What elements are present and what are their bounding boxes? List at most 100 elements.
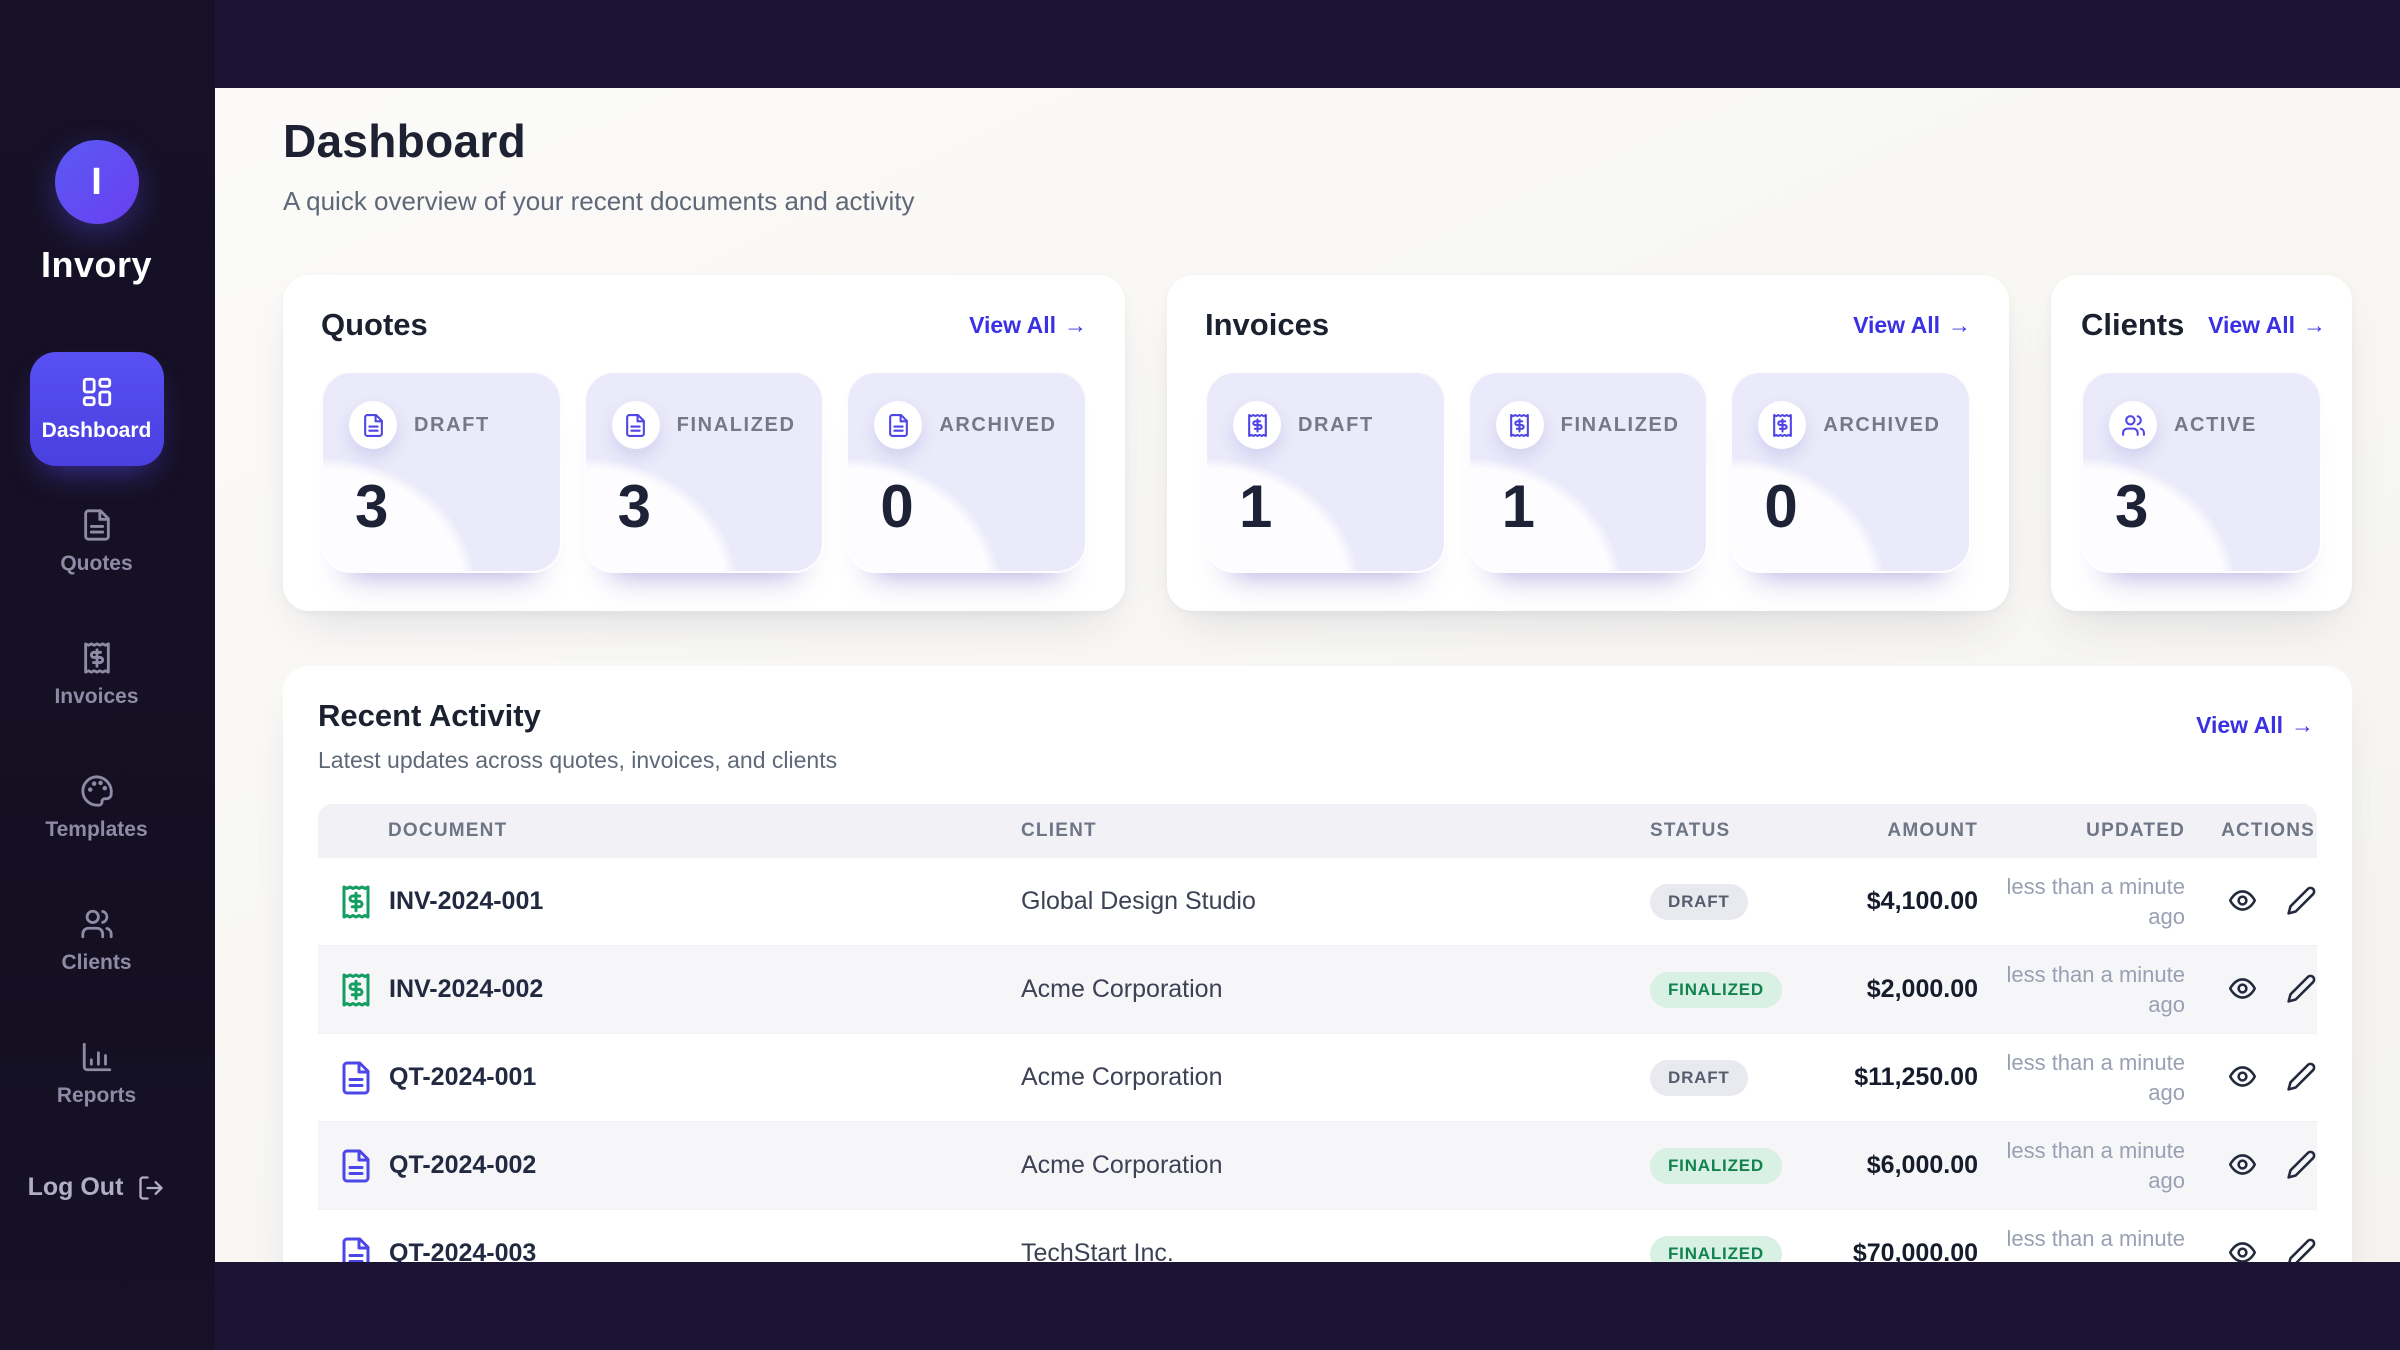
eye-icon <box>2227 885 2258 919</box>
eye-icon <box>2227 973 2258 1007</box>
stat-label: DRAFT <box>1298 413 1374 436</box>
pencil-icon <box>2286 1149 2317 1183</box>
sidebar-item-clients[interactable]: Clients <box>30 884 164 998</box>
file-text-icon <box>338 1236 374 1262</box>
stat-label: FINALIZED <box>676 413 796 436</box>
file-text-icon <box>338 1060 374 1096</box>
clients-card: Clients View All → ACTIVE 3 <box>2051 275 2352 611</box>
view-all-link[interactable]: View All → <box>1853 311 1971 338</box>
table-row[interactable]: INV-2024-002 Acme Corporation FINALIZED … <box>318 946 2317 1034</box>
activity-table-body: INV-2024-001 Global Design Studio DRAFT … <box>318 858 2317 1262</box>
updated-time: less than a minute ago <box>2006 1049 2185 1105</box>
document-id: QT-2024-001 <box>389 1063 537 1091</box>
document-id: INV-2024-002 <box>389 975 544 1003</box>
sidebar-item-reports[interactable]: Reports <box>30 1017 164 1131</box>
stat-value: 3 <box>617 473 652 540</box>
sidebar-item-templates[interactable]: Templates <box>30 751 164 865</box>
stat-tile: ARCHIVED 0 <box>846 371 1088 573</box>
recent-activity-title: Recent Activity <box>318 698 541 733</box>
client-name: Acme Corporation <box>1021 1063 1223 1091</box>
client-name: TechStart Inc. <box>1021 1239 1174 1262</box>
edit-button[interactable] <box>2286 1149 2317 1183</box>
file-text-icon <box>623 413 648 438</box>
chart-column-icon <box>80 1040 114 1074</box>
edit-button[interactable] <box>2286 1061 2317 1095</box>
file-text-icon <box>886 413 911 438</box>
document-id: QT-2024-002 <box>389 1151 537 1179</box>
stat-tile: FINALIZED 1 <box>1467 371 1709 573</box>
page-title: Dashboard <box>283 115 526 167</box>
client-name: Acme Corporation <box>1021 975 1223 1003</box>
table-row[interactable]: INV-2024-001 Global Design Studio DRAFT … <box>318 858 2317 946</box>
view-all-link[interactable]: View All → <box>969 311 1087 338</box>
table-row[interactable]: QT-2024-002 Acme Corporation FINALIZED $… <box>318 1122 2317 1210</box>
view-all-link[interactable]: View All → <box>2196 712 2314 738</box>
column-client: CLIENT <box>1021 820 1097 841</box>
logout-button[interactable]: Log Out <box>0 1173 193 1202</box>
document-id: INV-2024-001 <box>389 887 544 915</box>
activity-table: DOCUMENT CLIENT STATUS AMOUNT UPDATED AC… <box>318 804 2317 1262</box>
stat-tile: DRAFT 3 <box>321 371 562 573</box>
receipt-icon <box>1770 413 1795 438</box>
quotes-card: Quotes View All → DRAFT 3 FINALIZED 3 ARC… <box>283 275 1125 611</box>
view-button[interactable] <box>2227 1149 2258 1183</box>
eye-icon <box>2227 1061 2258 1095</box>
eye-icon <box>2227 1237 2258 1262</box>
receipt-icon <box>80 641 114 675</box>
updated-time: less than a minute ago <box>2006 1137 2185 1193</box>
brand-name: Invory <box>40 244 153 285</box>
card-title: Clients <box>2081 307 2185 342</box>
card-title: Invoices <box>1205 307 1330 342</box>
palette-icon <box>80 774 114 808</box>
pencil-icon <box>2286 885 2317 919</box>
sidebar-item-quotes[interactable]: Quotes <box>30 485 164 599</box>
page-subtitle: A quick overview of your recent document… <box>283 186 915 216</box>
view-all-link[interactable]: View All → <box>2208 311 2326 338</box>
stat-tile: FINALIZED 3 <box>583 371 825 573</box>
edit-button[interactable] <box>2286 885 2317 919</box>
status-badge: FINALIZED <box>1650 1235 1782 1262</box>
view-button[interactable] <box>2227 1061 2258 1095</box>
table-row[interactable]: QT-2024-001 Acme Corporation DRAFT $11,2… <box>318 1034 2317 1122</box>
logout-label: Log Out <box>27 1173 124 1201</box>
status-badge: DRAFT <box>1650 883 1748 920</box>
document-id: QT-2024-003 <box>389 1239 537 1262</box>
column-status: STATUS <box>1650 820 1731 841</box>
stat-value: 1 <box>1501 473 1536 540</box>
stat-value: 0 <box>1764 473 1798 540</box>
edit-button[interactable] <box>2286 973 2317 1007</box>
sidebar-item-invoices[interactable]: Invoices <box>30 618 164 732</box>
column-amount: AMOUNT <box>1887 820 1978 841</box>
pencil-icon <box>2286 973 2317 1007</box>
layout-dashboard-icon <box>80 375 114 409</box>
view-button[interactable] <box>2227 1237 2258 1262</box>
receipt-icon <box>1507 413 1532 438</box>
invoices-card: Invoices View All → DRAFT 1 FINALIZED 1 A… <box>1167 275 2009 611</box>
stat-value: 1 <box>1239 473 1273 540</box>
sidebar: I Invory Dashboard Quotes Invoices Templ… <box>0 0 215 1350</box>
recent-activity-subtitle: Latest updates across quotes, invoices, … <box>318 747 838 773</box>
updated-time: less than a minute ago <box>2006 873 2185 929</box>
sidebar-item-dashboard[interactable]: Dashboard <box>29 352 164 466</box>
users-icon <box>2121 413 2146 438</box>
stat-label: ACTIVE <box>2174 413 2257 436</box>
amount-value: $2,000.00 <box>1866 975 1978 1003</box>
file-text-icon <box>80 508 114 542</box>
summary-cards-row: Quotes View All → DRAFT 3 FINALIZED 3 ARC… <box>283 275 2352 611</box>
file-text-icon <box>338 1148 374 1184</box>
main-content: Dashboard A quick overview of your recen… <box>215 88 2400 1262</box>
log-out-icon <box>137 1174 165 1202</box>
card-title: Quotes <box>321 307 428 342</box>
table-row[interactable]: QT-2024-003 TechStart Inc. FINALIZED $70… <box>318 1210 2317 1262</box>
view-button[interactable] <box>2227 973 2258 1007</box>
view-button[interactable] <box>2227 885 2258 919</box>
status-badge: FINALIZED <box>1650 1147 1782 1184</box>
table-header-row: DOCUMENT CLIENT STATUS AMOUNT UPDATED AC… <box>318 804 2317 858</box>
edit-button[interactable] <box>2286 1237 2317 1262</box>
arrow-right-icon: → <box>2303 311 2326 338</box>
pencil-icon <box>2286 1061 2317 1095</box>
updated-time: less than a minute ago <box>2006 1225 2185 1262</box>
amount-value: $6,000.00 <box>1866 1151 1978 1179</box>
file-text-icon <box>361 413 386 438</box>
stat-tile: ARCHIVED 0 <box>1730 371 1972 573</box>
